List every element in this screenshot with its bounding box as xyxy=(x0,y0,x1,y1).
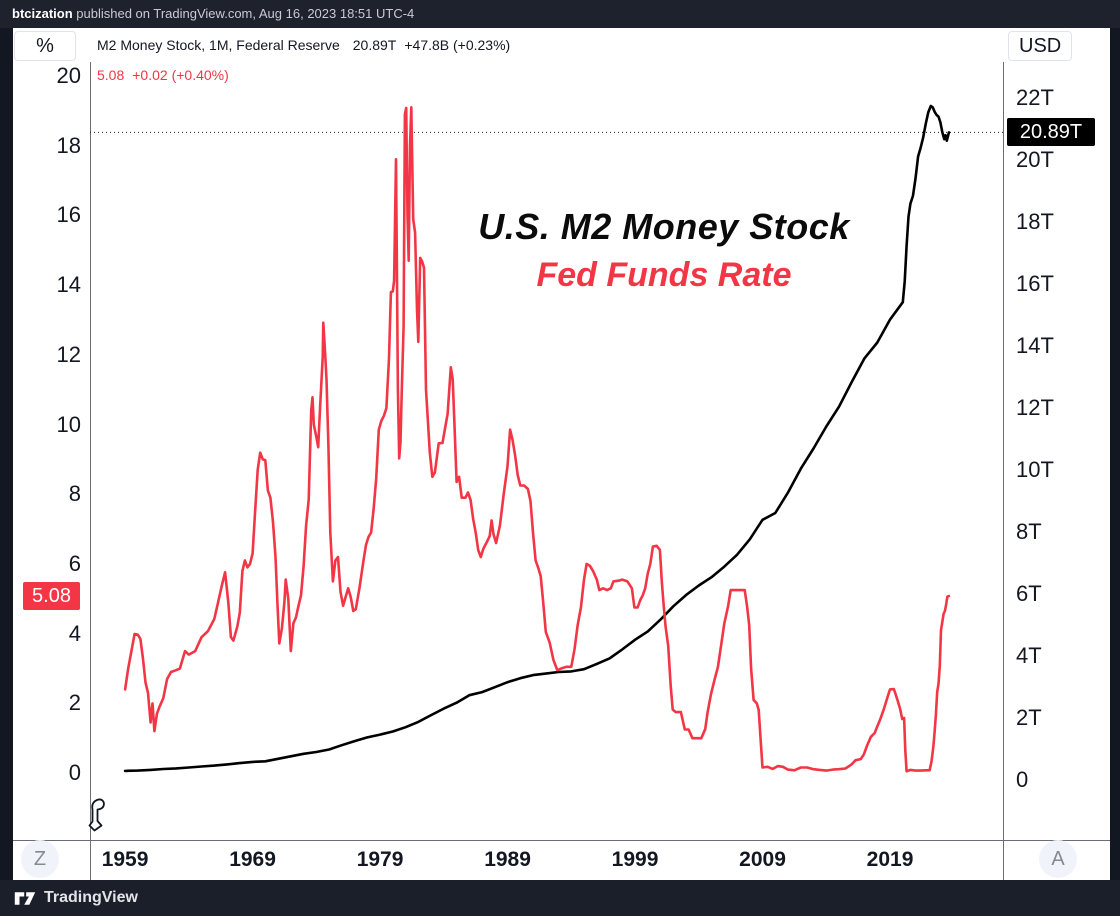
left-axis-tick: 20 xyxy=(56,62,81,88)
right-axis-tick: 2T xyxy=(1016,704,1042,730)
left-axis-tick: 6 xyxy=(68,550,81,576)
left-axis-tick: 18 xyxy=(56,132,81,158)
time-axis-tick: 1979 xyxy=(356,848,404,871)
time-axis-tick: 1969 xyxy=(229,848,276,871)
attribution-bar: btcization published on TradingView.com,… xyxy=(0,0,1120,28)
left-axis-unit-button[interactable]: % xyxy=(14,31,76,61)
footer-bar: TradingView xyxy=(0,880,1120,916)
legend-row-fedfunds: 5.08 +0.02 (+0.40%) xyxy=(97,65,510,85)
annotation-m2-title: U.S. M2 Money Stock xyxy=(478,206,850,247)
hand-cursor-icon xyxy=(88,798,105,832)
m2-price-badge: 20.89T xyxy=(1007,118,1095,147)
fedfunds-change: +0.02 (+0.40%) xyxy=(132,67,229,83)
right-axis-tick: 4T xyxy=(1016,642,1042,668)
left-price-axis-line xyxy=(90,62,91,880)
right-axis-tick: 0 xyxy=(1016,766,1029,792)
right-price-axis-line xyxy=(1003,62,1004,880)
time-axis-tick: 1999 xyxy=(611,848,659,871)
time-axis-tick: 1959 xyxy=(101,848,149,871)
left-axis-tick: 0 xyxy=(68,760,81,786)
chart-card: % USD M2 Money Stock, 1M, Federal Reserv… xyxy=(13,28,1110,880)
right-axis-tick: 14T xyxy=(1016,332,1054,358)
annotation-fedfunds-title: Fed Funds Rate xyxy=(536,256,792,294)
right-axis-tick: 10T xyxy=(1016,456,1054,482)
symbol-last-value: 20.89T xyxy=(352,37,397,53)
series-line-m2-money-stock xyxy=(123,104,951,773)
tradingview-logo-icon[interactable] xyxy=(14,891,36,906)
right-axis-tick: 16T xyxy=(1016,270,1054,296)
right-axis-tick: 6T xyxy=(1016,580,1042,606)
plot-area[interactable] xyxy=(90,62,1003,840)
left-axis-tick: 14 xyxy=(56,272,81,298)
right-axis-tick: 18T xyxy=(1016,208,1054,234)
time-axis-tick: 2019 xyxy=(866,848,914,871)
time-axis-line xyxy=(13,840,1110,841)
usd-unit-label: USD xyxy=(1019,34,1062,57)
auto-scale-button[interactable]: A xyxy=(1039,840,1077,878)
symbol-change: +47.8B (+0.23%) xyxy=(404,37,511,53)
symbol-legend: M2 Money Stock, 1M, Federal Reserve 20.89… xyxy=(97,35,510,85)
chart-annotation: U.S. M2 Money Stock Fed Funds Rate xyxy=(384,206,944,295)
right-axis-tick: 8T xyxy=(1016,518,1042,544)
timezone-button[interactable]: Z xyxy=(21,840,59,878)
fedfunds-price-badge: 5.08 xyxy=(23,582,80,610)
time-axis-tick: 1989 xyxy=(484,848,531,871)
series-line-fed-funds-rate xyxy=(123,105,951,773)
left-axis-tick: 4 xyxy=(68,620,81,646)
left-axis-tick: 8 xyxy=(68,481,81,507)
attribution-username: btcization xyxy=(12,6,73,21)
fedfunds-last-value: 5.08 xyxy=(97,67,125,83)
tradingview-brand[interactable]: TradingView xyxy=(44,889,138,906)
left-axis-tick: 2 xyxy=(68,690,81,716)
right-axis-tick: 20T xyxy=(1016,146,1054,172)
right-axis-unit-button[interactable]: USD xyxy=(1008,31,1073,61)
right-axis-tick: 22T xyxy=(1016,84,1054,110)
right-axis-tick: 12T xyxy=(1016,394,1054,420)
symbol-title[interactable]: M2 Money Stock, 1M, Federal Reserve xyxy=(97,37,340,53)
left-axis-tick: 12 xyxy=(56,341,81,367)
attribution-text: published on TradingView.com, Aug 16, 20… xyxy=(72,6,415,21)
percent-unit-label: % xyxy=(36,34,54,57)
time-axis-tick: 2009 xyxy=(739,848,786,871)
left-axis-tick: 16 xyxy=(56,202,81,228)
left-axis-tick: 10 xyxy=(56,411,81,437)
legend-row-m2: M2 Money Stock, 1M, Federal Reserve 20.89… xyxy=(97,35,510,55)
